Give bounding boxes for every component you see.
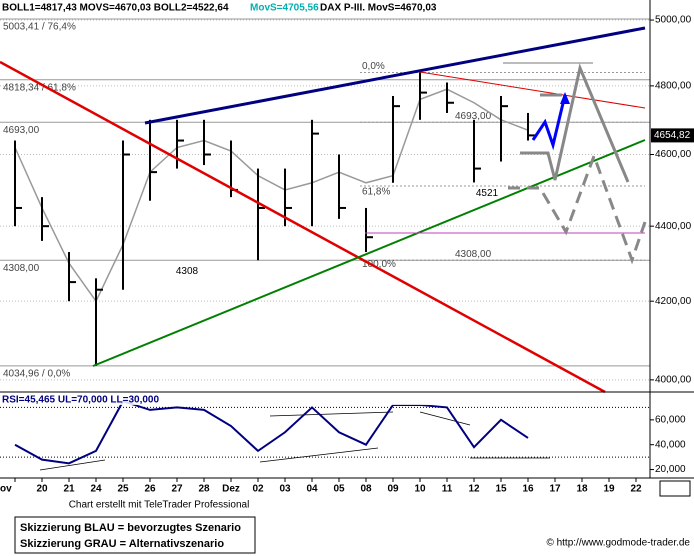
level-label: 4693,00: [3, 125, 40, 136]
x-tick-label: 02: [252, 484, 264, 495]
rsi-header: RSI=45,465 UL=70,000 LL=30,000: [2, 395, 159, 406]
x-tick-label: 26: [144, 484, 156, 495]
sketch-grey: [520, 63, 630, 183]
y-tick-label: 4200,00: [655, 296, 692, 307]
point-label: 4308: [176, 266, 199, 277]
level-label: 4818,34 / 61,8%: [3, 82, 76, 93]
y-tick-label: 5000,00: [655, 15, 692, 26]
rsi-line: [14, 400, 529, 465]
rsi-trendline: [39, 459, 106, 471]
x-tick-label: 17: [549, 484, 561, 495]
rsi-trendline: [269, 411, 394, 417]
x-tick-label: 18: [576, 484, 588, 495]
trendline: [419, 71, 646, 109]
rsi-header-bg: [0, 393, 650, 405]
level-label: 4308,00: [3, 263, 40, 274]
x-tick-label: 11: [442, 484, 453, 495]
rsi-trendline: [419, 411, 471, 426]
y-tick-label: 20,000: [655, 464, 686, 475]
x-tick-label: ov: [0, 484, 12, 495]
copyright: © http://www.godmode-trader.de: [546, 538, 690, 549]
sketch-grey-dashed: [508, 151, 647, 265]
header-bar: [0, 0, 694, 14]
x-tick-label: 03: [279, 484, 291, 495]
sketch-blue: [531, 94, 567, 151]
y-tick-label: 4600,00: [655, 149, 692, 160]
y-tick-label: 60,000: [655, 414, 686, 425]
last-price-box: [651, 128, 694, 143]
x-tick-label: 27: [171, 484, 183, 495]
rsi-trendline: [259, 447, 379, 463]
y-tick-label: 4000,00: [655, 375, 692, 386]
y-tick-label: 40,000: [655, 439, 686, 450]
x-tick-label: 25: [117, 484, 129, 495]
legend-box: [14, 516, 256, 554]
x-tick-label: 21: [63, 484, 75, 495]
x-tick-label: Dez: [222, 484, 240, 495]
x-tick-label: 16: [522, 484, 534, 495]
rsi-panel: 60,000 40,000 20,000: [0, 400, 686, 475]
level-label: 100,0%: [362, 259, 396, 270]
x-tick-label: 24: [90, 484, 102, 495]
header: MovS=4705,56: [250, 3, 319, 14]
level-label: 4693,00: [455, 111, 492, 122]
x-tick-label: 28: [198, 484, 210, 495]
point-label: 4521: [476, 188, 499, 199]
trendline: [0, 60, 606, 394]
arrow-head: [560, 92, 570, 104]
legend-line: Skizzierung GRAU = Alternativszenario: [20, 538, 224, 550]
header: BOLL1=4817,43 MOVS=4670,03 BOLL2=4522,64: [2, 3, 229, 14]
level-label: 61,8%: [362, 187, 390, 198]
x-tick-label: 04: [306, 484, 318, 495]
credit: Chart erstellt mit TeleTrader Profession…: [69, 500, 250, 511]
level-label: 5003,41 / 76,4%: [3, 22, 76, 33]
y-tick-label: 4400,00: [655, 221, 692, 232]
last-price-label: 4654,82: [654, 130, 691, 141]
x-tick-label: 15: [495, 484, 507, 495]
x-tick-label: 12: [468, 484, 480, 495]
x-tick-label: 05: [333, 484, 345, 495]
level-label: 4308,00: [455, 249, 492, 260]
moving-average: [14, 88, 529, 303]
level-label: 0,0%: [362, 61, 385, 72]
x-tick-label: 09: [387, 484, 399, 495]
x-tick-label: 08: [360, 484, 372, 495]
x-tick-label: 22: [630, 484, 642, 495]
level-label: 4034,96 / 0,0%: [3, 368, 70, 379]
drawings: [0, 26, 647, 471]
trendline: [144, 26, 646, 125]
x-tick-label: 10: [414, 484, 426, 495]
logo: [659, 480, 691, 497]
price-panel: 5000,00 4800,00 4600,00 4400,00 4200,00 4000,…: [0, 15, 694, 386]
header: DAX P-III. MovS=4670,03: [320, 3, 437, 14]
x-tick-label: 20: [36, 484, 48, 495]
legend-line: Skizzierung BLAU = bevorzugtes Szenario: [20, 522, 241, 534]
y-tick-label: 4800,00: [655, 81, 692, 92]
x-tick-label: 19: [603, 484, 615, 495]
